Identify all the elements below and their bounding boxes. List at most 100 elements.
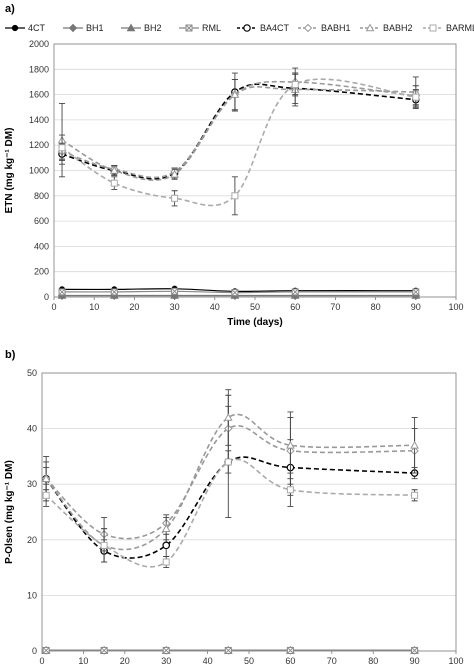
legend-marker [303,23,313,33]
x-tick-label: 10 [78,656,88,666]
legend-item-4ct: 4CT [4,21,45,35]
chart-panel-b: 010203040500102030405060708090100Time (D… [4,368,464,666]
y-tick-label: 0 [32,646,37,656]
data-point [42,491,50,499]
data-point [230,90,240,98]
legend-marker [429,24,437,32]
y-tick-label: 1800 [29,64,49,74]
series-rml [42,646,419,654]
y-tick-label: 40 [27,424,37,434]
data-point [161,524,171,532]
legend-swatch [423,24,443,32]
series-rml [58,287,420,297]
series-barml [58,73,420,216]
data-point [162,558,170,566]
data-point [42,646,50,654]
y-tick-label: 1000 [29,166,49,176]
y-tick-label: 0 [44,292,49,302]
legend-swatch [5,24,25,32]
legend-label: BA4CT [260,23,290,33]
legend-item-bh1: BH1 [62,21,104,35]
legend-swatch [360,23,380,32]
data-point [286,440,295,449]
plot-frame [41,372,457,652]
x-tick-label: 70 [330,302,340,312]
data-point [291,80,299,88]
legend-label: 4CT [28,23,46,33]
data-point [162,646,170,654]
data-point [110,179,118,187]
data-point [162,541,171,550]
y-tick-label: 50 [27,368,37,378]
x-tick-label: 80 [368,656,378,666]
x-tick-label: 0 [39,656,44,666]
data-point [170,290,179,299]
y-tick-label: 20 [27,535,37,545]
data-point [170,169,179,178]
legend-swatch [298,23,318,33]
x-tick-label: 30 [161,656,171,666]
x-axis-label: Time (days) [227,317,282,328]
x-tick-label: 20 [129,302,139,312]
data-point [109,165,119,174]
series-ba4ct [58,72,420,180]
y-tick-label: 10 [27,590,37,600]
legend-marker [68,23,78,33]
x-tick-label: 40 [203,656,213,666]
legend: 4CT BH1 BH2 RML BA4CT BABH1 BABH2 BARML [4,21,474,37]
data-point [58,288,66,296]
legend-label: RML [202,23,222,33]
legend-label: BH2 [144,23,162,33]
data-point [171,194,179,202]
data-point [231,289,239,297]
series-line [45,425,415,540]
legend-label: BABH2 [383,23,413,33]
x-tick-label: 100 [448,656,463,666]
x-tick-label: 90 [410,656,420,666]
data-point [224,646,232,654]
x-tick-label: 50 [244,656,254,666]
y-tick-label: 600 [34,216,49,226]
y-tick-label: 30 [27,479,37,489]
data-point [224,458,232,466]
legend-label: BABH1 [321,23,351,33]
x-tick-label: 100 [448,302,463,312]
legend-marker [126,23,136,32]
data-point [58,144,66,152]
x-tick-label: 10 [89,302,99,312]
data-point [411,491,419,499]
series-line [45,413,415,551]
data-point [286,486,294,494]
legend-label: BARML [446,23,474,33]
legend-marker [243,24,251,32]
chart-panel-a: 0 200 400 600 800 1000 1200 1400 1600 1800 2000 0 10… [4,39,464,328]
legend-swatch [63,23,83,33]
data-point [411,646,419,654]
series-line [61,80,416,179]
legend-swatch [121,23,141,32]
legend-item-barml: BARML [422,21,474,35]
data-point [412,93,420,101]
y-axis-label: P-Olsen (mg kg⁻¹ DM) [4,460,15,564]
legend-item-rml: RML [178,21,221,35]
panel-b-label: b) [5,349,16,361]
panel-a-label: a) [5,3,15,15]
data-point [286,646,294,654]
y-axis-label: ETN (mg kg⁻¹ DM) [4,128,15,214]
data-point [231,192,239,200]
series-babh2 [57,72,421,181]
legend-marker [365,23,375,32]
legend-label: BH1 [86,23,104,33]
legend-swatch [237,24,257,32]
legend-item-babh2: BABH2 [359,21,413,35]
legend-item-bh2: BH2 [120,21,162,35]
legend-item-babh1: BABH1 [297,21,351,35]
series-barml [42,450,419,569]
x-tick-label: 80 [371,302,381,312]
legend-item-ba4ct: BA4CT [236,21,289,35]
legend-marker [185,24,193,32]
x-tick-label: 50 [250,302,260,312]
y-tick-label: 2000 [29,39,49,49]
y-tick-label: 1200 [29,140,49,150]
